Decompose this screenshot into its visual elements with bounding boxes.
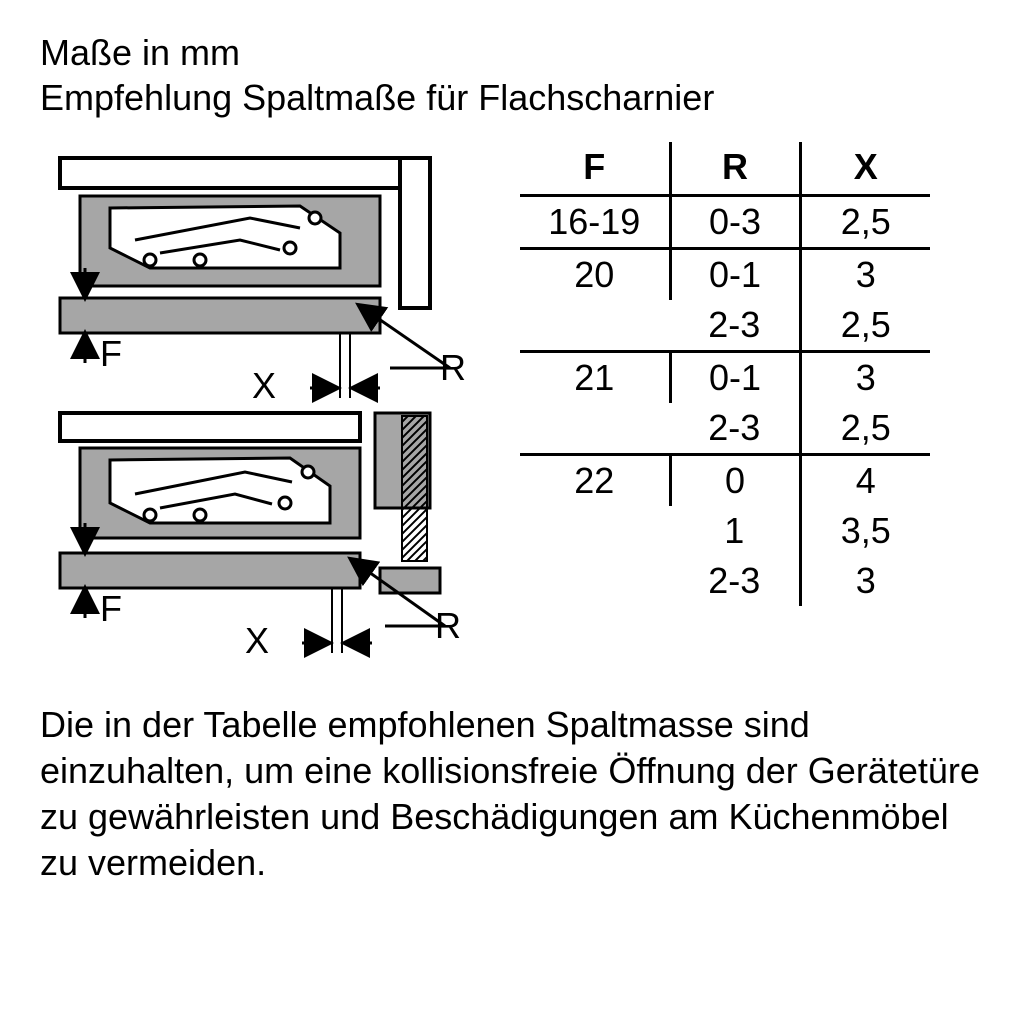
diagram2-label-X: X (245, 620, 269, 661)
hinge-diagrams: F X R (40, 148, 480, 668)
table-cell-X: 2,5 (800, 300, 930, 352)
page-title: Maße in mm Empfehlung Spaltmaße für Flac… (40, 30, 984, 120)
hinge-diagram-bottom: F X R (40, 408, 480, 668)
table-cell-X: 4 (800, 455, 930, 507)
table-row: 16-190-32,5 (520, 196, 930, 249)
table-header: R (670, 142, 800, 196)
diagram2-label-F: F (100, 588, 122, 629)
table-row: 2204 (520, 455, 930, 507)
diagram-label-X: X (252, 365, 276, 406)
table-cell-F: 16-19 (520, 196, 670, 249)
table-cell-R: 0-1 (670, 352, 800, 404)
table-cell-X: 3 (800, 352, 930, 404)
table-cell-X: 3 (800, 249, 930, 301)
table-cell-R: 0 (670, 455, 800, 507)
gap-dimensions-table: FRX 16-190-32,5200-132-32,5210-132-32,52… (520, 142, 930, 606)
table-cell-F: 22 (520, 455, 670, 607)
table-cell-R: 2-3 (670, 403, 800, 455)
hinge-diagram-top: F X R (40, 148, 480, 408)
title-line-1: Maße in mm (40, 32, 240, 73)
table-row: 200-13 (520, 249, 930, 301)
table-row: 210-13 (520, 352, 930, 404)
table-cell-F: 21 (520, 352, 670, 455)
table-cell-X: 2,5 (800, 403, 930, 455)
table-cell-R: 2-3 (670, 300, 800, 352)
table-cell-F: 20 (520, 249, 670, 352)
table-cell-R: 2-3 (670, 556, 800, 606)
title-line-2: Empfehlung Spaltmaße für Flachscharnier (40, 77, 714, 118)
diagram2-label-R: R (435, 605, 461, 646)
diagram-label-F: F (100, 333, 122, 374)
table-cell-R: 0-3 (670, 196, 800, 249)
table-cell-R: 1 (670, 506, 800, 556)
table-cell-X: 2,5 (800, 196, 930, 249)
diagram-label-R: R (440, 347, 466, 388)
table-cell-X: 3 (800, 556, 930, 606)
table-header: F (520, 142, 670, 196)
table-cell-X: 3,5 (800, 506, 930, 556)
content-row: F X R (40, 148, 984, 668)
table-cell-R: 0-1 (670, 249, 800, 301)
table-header: X (800, 142, 930, 196)
footer-note: Die in der Tabelle empfohlenen Spaltmass… (40, 702, 980, 886)
